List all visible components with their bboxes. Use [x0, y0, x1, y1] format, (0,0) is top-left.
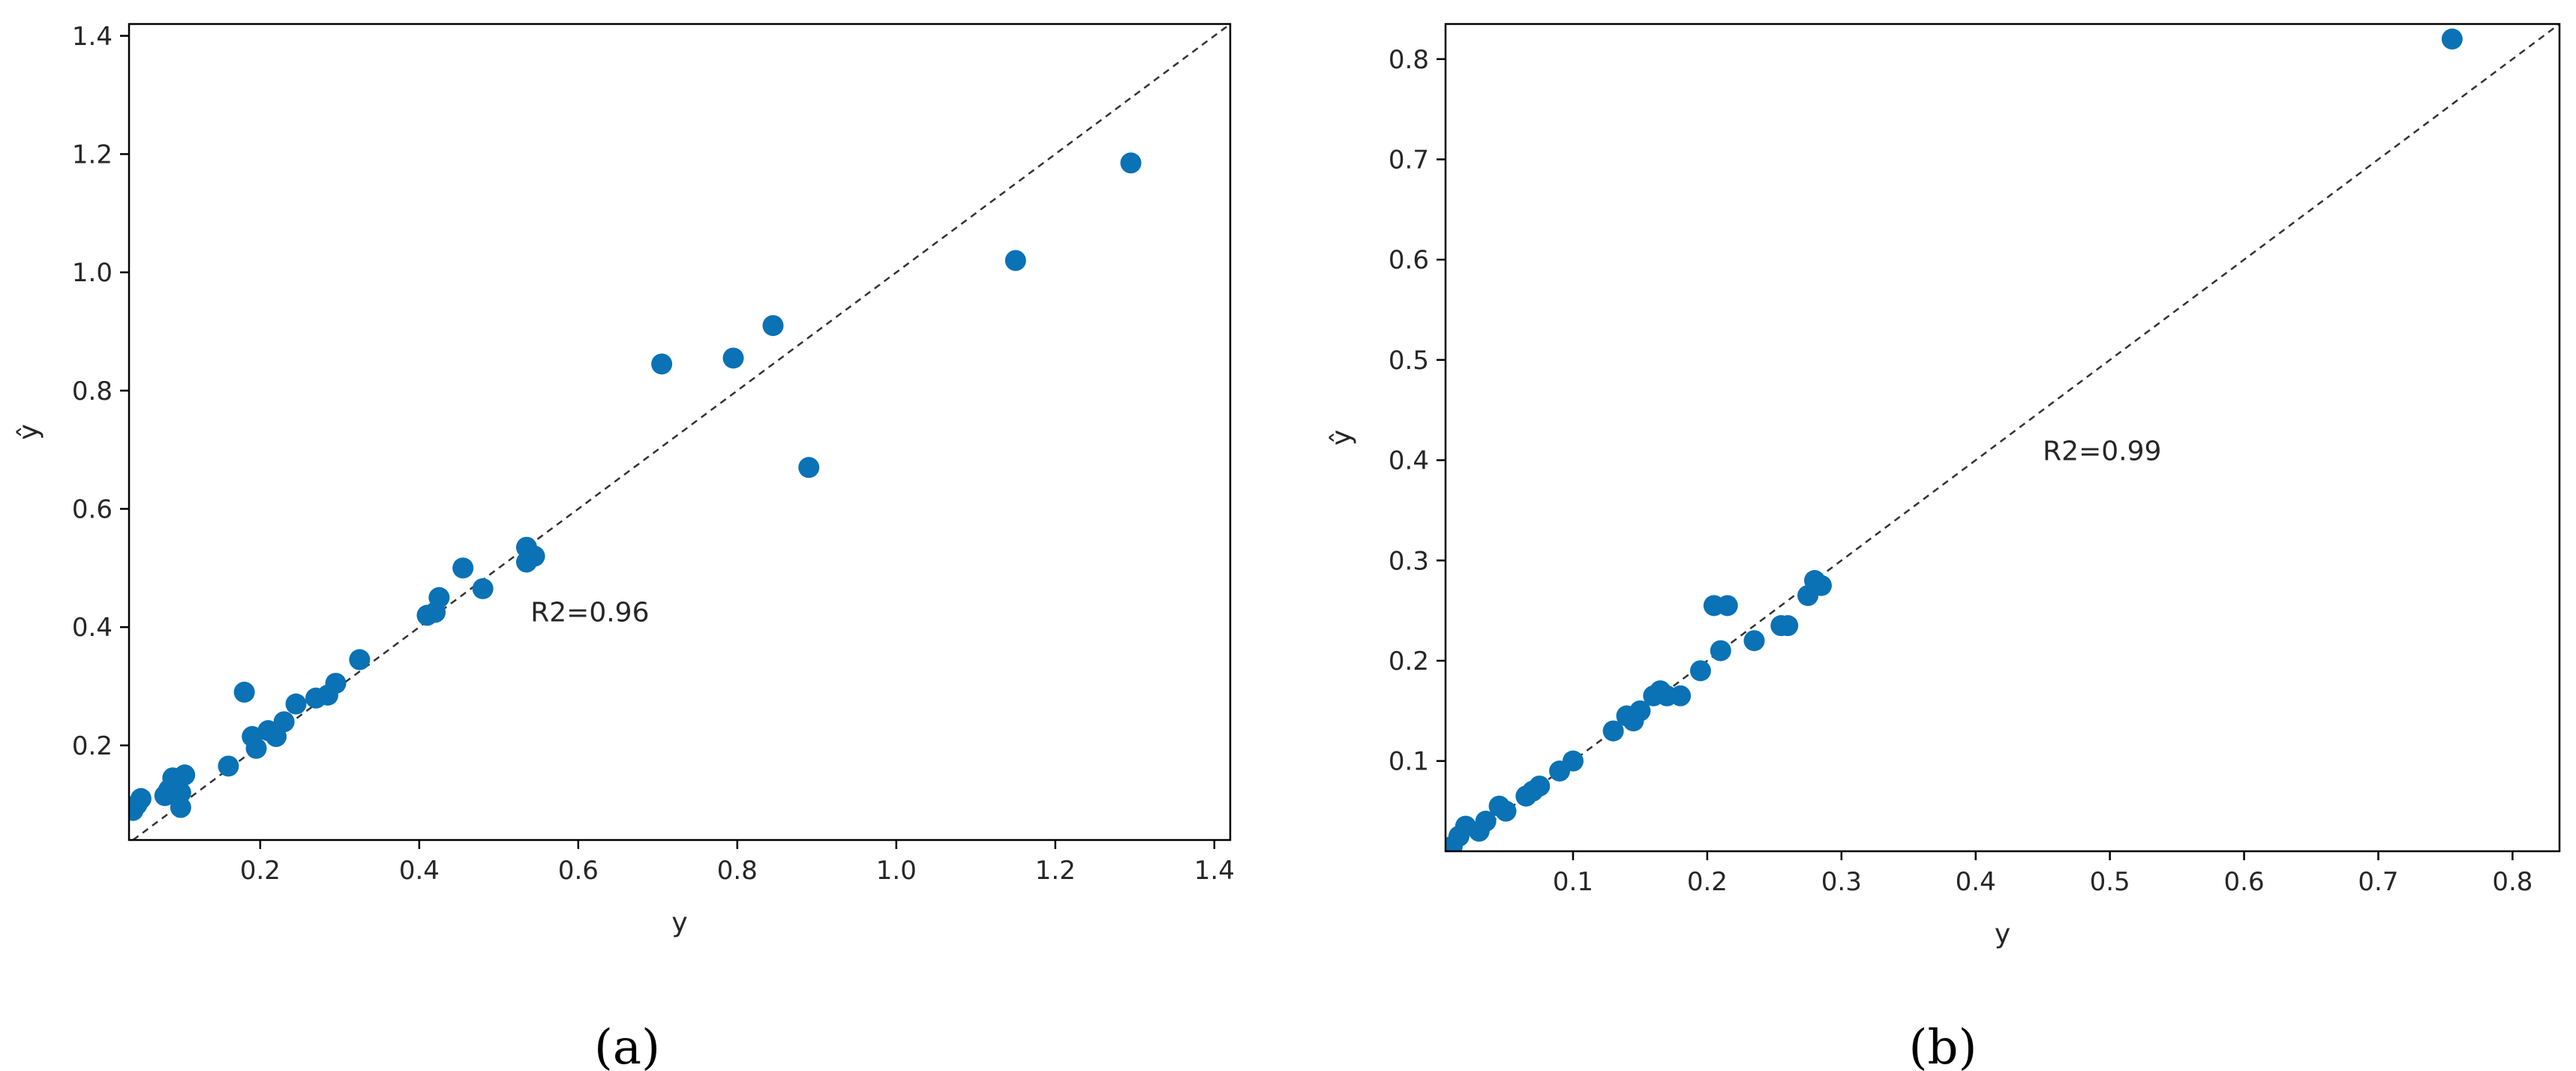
data-point: [245, 737, 267, 759]
data-point: [452, 557, 474, 579]
x-tick-label: 1.4: [1194, 856, 1235, 886]
y-tick-label: 0.7: [1389, 145, 1429, 175]
y-tick-label: 1.4: [72, 22, 113, 52]
x-tick-label: 0.6: [2224, 867, 2265, 897]
data-point: [651, 353, 673, 375]
x-tick-label: 0.7: [2358, 867, 2398, 897]
data-point: [170, 796, 191, 818]
data-point: [1710, 640, 1731, 662]
x-tick-label: 0.8: [2492, 867, 2532, 897]
x-tick-label: 0.2: [1687, 867, 1728, 897]
data-point: [1562, 750, 1584, 772]
data-point: [2441, 28, 2463, 50]
data-point: [1777, 615, 1799, 637]
chart-panel-b: 0.1 0.2 0.3 0.4 0.5 0.6 0.7 0.8 0.1 0.2 0.3 0.4 0.5 0…: [1326, 22, 2561, 1071]
x-axis-label: y: [671, 908, 687, 938]
data-point: [1120, 152, 1142, 174]
r2-annotation: R2=0.99: [2043, 436, 2161, 467]
x-tick-label: 1.2: [1035, 856, 1076, 886]
x-tick-label: 0.6: [558, 856, 599, 886]
y-axis-label: ŷ: [14, 424, 44, 440]
data-point: [1475, 810, 1497, 832]
data-point: [1716, 595, 1738, 616]
data-point: [349, 649, 371, 670]
y-tick-label: 0.5: [1389, 346, 1429, 376]
y-tick-label: 0.6: [1389, 245, 1429, 275]
y-tick-label: 1.0: [72, 258, 113, 288]
data-point: [1629, 700, 1651, 722]
y-tick-label: 0.8: [1389, 45, 1429, 75]
y-tick-label: 0.4: [1389, 446, 1429, 476]
data-point: [130, 788, 152, 809]
data-point: [170, 782, 191, 803]
data-point: [325, 673, 347, 694]
y-tick-label: 0.3: [1389, 546, 1429, 576]
x-tick-label: 1.0: [876, 856, 917, 886]
panel-label: (a): [594, 1020, 660, 1071]
data-point: [285, 693, 307, 715]
y-tick-label: 0.6: [72, 494, 113, 524]
data-point: [1670, 685, 1692, 706]
x-tick-label: 0.4: [1956, 867, 1996, 897]
y-tick-label: 0.2: [1389, 646, 1429, 676]
r2-annotation: R2=0.96: [530, 597, 649, 628]
data-point: [1529, 776, 1551, 797]
chart-panel-a: 0.2 0.4 0.6 0.8 1.0 1.2 1.4 0.2 0.4 0.6 0.8 1.0 1.2 1…: [14, 22, 1235, 1071]
data-point: [762, 315, 784, 337]
plot-frame: [128, 22, 1232, 842]
data-point: [472, 578, 494, 599]
data-point: [1689, 660, 1711, 682]
data-point: [273, 711, 295, 733]
x-tick-label: 0.3: [1821, 867, 1862, 897]
data-point: [722, 347, 744, 369]
x-tick-label: 0.8: [717, 856, 758, 886]
x-tick-label: 0.1: [1553, 867, 1593, 897]
y-tick-label: 0.4: [72, 613, 113, 643]
data-points: [1446, 28, 2463, 851]
x-axis-label: y: [1995, 919, 2010, 950]
data-point: [524, 545, 545, 567]
plot-frame: [1444, 22, 2561, 853]
data-point: [798, 457, 820, 478]
y-tick-label: 0.8: [72, 376, 113, 406]
data-point: [1004, 250, 1026, 272]
x-tick-label: 0.4: [399, 856, 440, 886]
data-point: [218, 755, 239, 777]
x-tick-label: 0.2: [240, 856, 281, 886]
data-point: [1602, 720, 1624, 742]
data-point: [1495, 800, 1517, 822]
identity-line: [132, 24, 1230, 840]
y-tick-label: 0.2: [72, 731, 113, 761]
y-tick-label: 0.1: [1389, 747, 1429, 777]
panel-label: (b): [1909, 1020, 1977, 1071]
data-point: [174, 764, 196, 786]
y-axis-label: ŷ: [1326, 430, 1357, 446]
data-point: [1743, 630, 1765, 652]
data-points: [129, 152, 1142, 821]
data-point: [428, 586, 450, 608]
data-point: [1810, 574, 1832, 596]
data-point: [233, 681, 255, 703]
x-tick-label: 0.5: [2090, 867, 2130, 897]
y-tick-label: 1.2: [72, 140, 113, 170]
